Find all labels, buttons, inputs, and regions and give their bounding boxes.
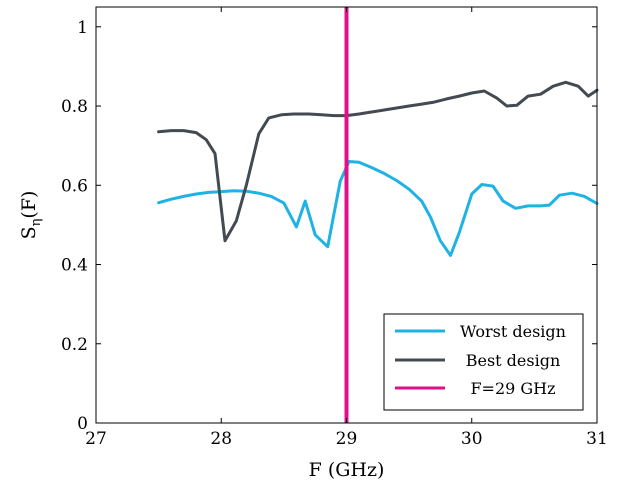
y-axis-title-rest: (F): [18, 191, 40, 219]
y-axis-title-sub: η: [29, 219, 44, 227]
x-tick-label: 28: [210, 429, 232, 449]
legend-label-best-design: Best design: [466, 351, 561, 370]
series-line-worst-design: [157, 160, 599, 257]
y-tick-label: 0.4: [61, 256, 88, 276]
legend-label-vline: F=29 GHz: [470, 379, 555, 398]
x-axis-title: F (GHz): [309, 459, 385, 481]
series-line-best-design: [157, 80, 599, 243]
y-tick-label: 0.8: [61, 97, 88, 117]
y-tick-label: 0: [77, 414, 88, 434]
y-tick-label: 1: [77, 18, 88, 38]
legend-label-worst-design: Worst design: [460, 322, 566, 341]
x-tick-label: 31: [586, 429, 608, 449]
x-tick-label: 30: [461, 429, 483, 449]
y-axis-title: Sη(F): [18, 191, 44, 240]
y-axis-title-main: S: [18, 226, 40, 239]
x-tick-label: 27: [85, 429, 107, 449]
y-tick-label: 0.2: [61, 335, 88, 355]
legend: Worst design Best design F=29 GHz: [383, 313, 584, 411]
axis-ticks: 27 28 29 30 31 0 0.2 0.4 0.6 0.8 1: [61, 7, 608, 449]
x-tick-label: 29: [336, 429, 358, 449]
y-tick-label: 0.6: [61, 176, 88, 196]
plot-lines: [157, 7, 599, 423]
